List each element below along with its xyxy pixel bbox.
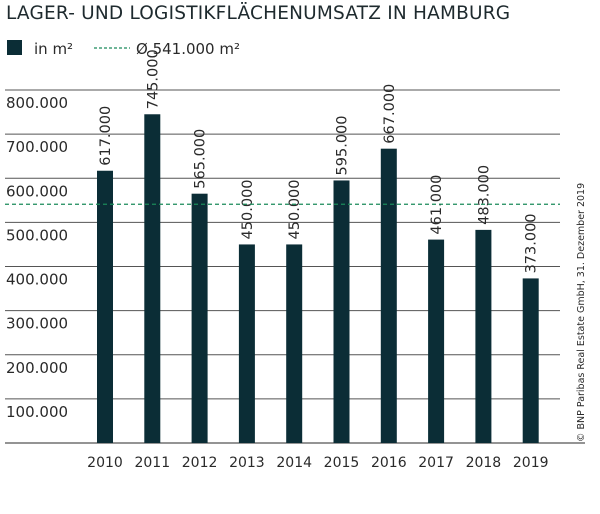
data-label: 461.000 [429,175,445,235]
x-tick-label: 2018 [466,455,502,471]
chart-title: LAGER- UND LOGISTIKFLÄCHENUMSATZ IN HAMB… [6,3,511,24]
y-tick-label: 100.000 [6,403,68,421]
x-tick-label: 2011 [134,455,170,471]
x-tick-label: 2013 [229,455,265,471]
data-label: 745.000 [145,49,161,109]
data-label: 450.000 [240,179,256,239]
source-note: © BNP Paribas Real Estate GmbH, 31. Deze… [576,183,587,442]
y-tick-label: 500.000 [6,226,68,244]
bar [286,244,303,443]
bar [144,114,161,444]
data-label: 450.000 [287,179,303,239]
bar [191,193,208,443]
y-tick-label: 200.000 [6,359,68,377]
x-tick-label: 2015 [324,455,360,471]
bar [333,180,350,444]
bar [380,148,397,443]
bar [97,170,113,443]
legend-swatch [7,40,22,55]
x-tick-label: 2017 [418,455,454,471]
x-tick-label: 2019 [513,455,549,471]
x-tick-label: 2012 [182,455,218,471]
data-label: 565.000 [193,129,209,189]
legend-reference-label: Ø 541.000 m² [136,40,240,58]
data-label: 617.000 [98,106,114,166]
x-tick-label: 2014 [276,455,312,471]
y-tick-label: 600.000 [6,182,68,200]
y-tick-label: 400.000 [6,271,68,289]
y-tick-label: 700.000 [6,138,68,156]
legend-label: in m² [34,40,73,58]
bar [522,278,539,443]
data-label: 667.000 [382,84,398,144]
bar [238,244,255,443]
x-tick-label: 2016 [371,455,407,471]
bar [475,229,492,443]
data-label: 483.000 [476,165,492,225]
data-label: 595.000 [335,115,351,175]
x-tick-label: 2010 [87,455,123,471]
data-label: 373.000 [524,213,540,273]
y-tick-label: 300.000 [6,315,68,333]
bar [428,239,445,443]
y-tick-label: 800.000 [6,94,68,112]
